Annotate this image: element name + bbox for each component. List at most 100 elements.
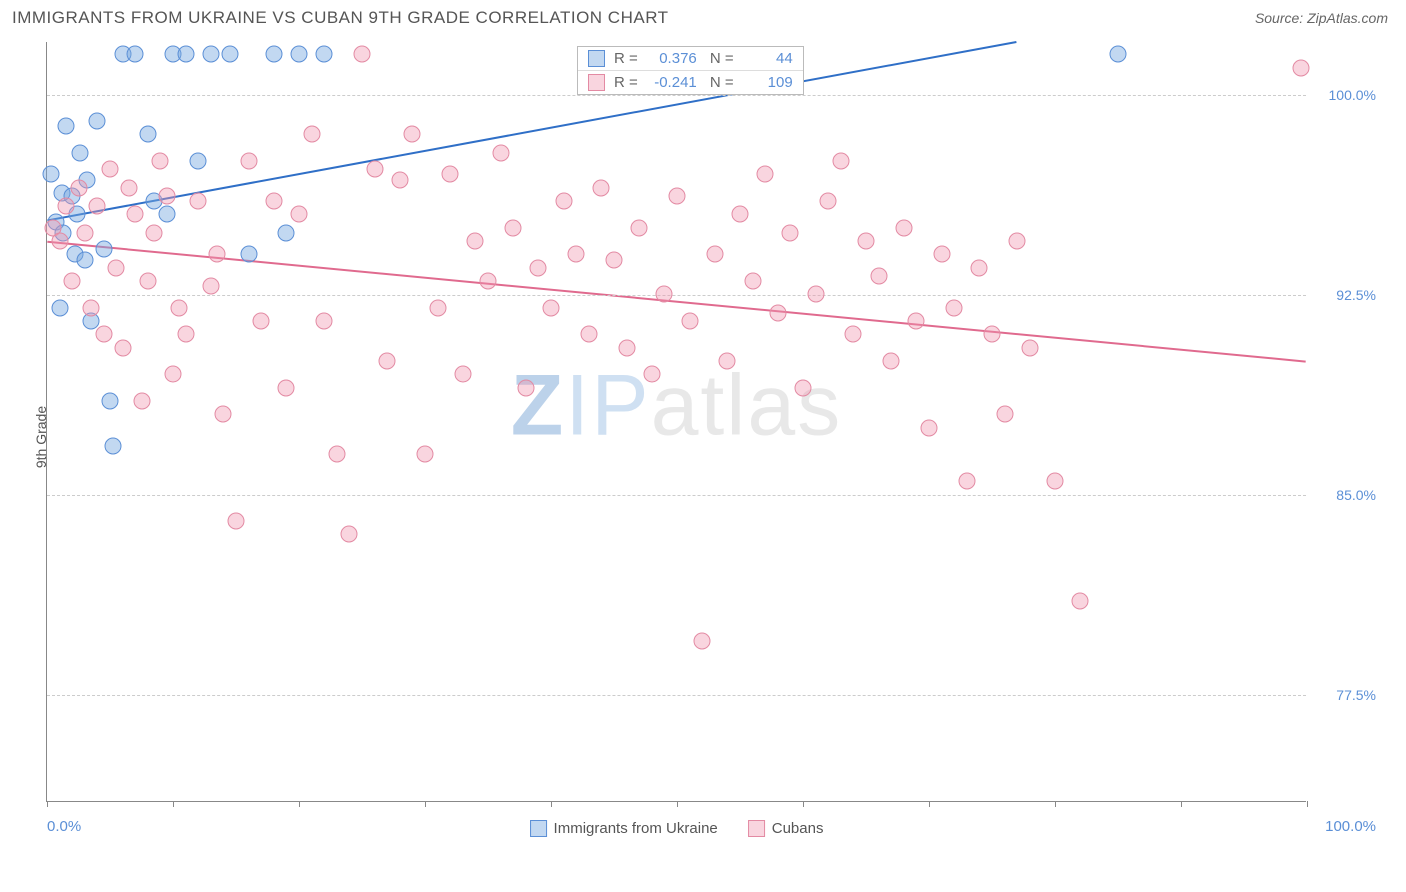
data-point-cubans	[681, 313, 698, 330]
data-point-cubans	[379, 353, 396, 370]
data-point-cubans	[51, 233, 68, 250]
data-point-cubans	[404, 126, 421, 143]
data-point-cubans	[127, 206, 144, 223]
data-point-cubans	[505, 219, 522, 236]
data-point-cubans	[580, 326, 597, 343]
gridline	[47, 495, 1306, 496]
legend-label-cubans: Cubans	[772, 820, 824, 837]
data-point-cubans	[606, 251, 623, 268]
data-point-cubans	[158, 187, 175, 204]
data-point-cubans	[139, 273, 156, 290]
data-point-ukraine	[57, 118, 74, 135]
data-point-cubans	[895, 219, 912, 236]
data-point-cubans	[870, 267, 887, 284]
data-point-cubans	[782, 225, 799, 242]
data-point-cubans	[102, 161, 119, 178]
data-point-cubans	[1072, 593, 1089, 610]
data-point-cubans	[76, 225, 93, 242]
n-value-cubans: 109	[743, 74, 793, 91]
gridline	[47, 295, 1306, 296]
data-point-cubans	[795, 379, 812, 396]
data-point-cubans	[328, 446, 345, 463]
stats-row-ukraine: R =0.376 N =44	[578, 47, 803, 70]
data-point-ukraine	[221, 46, 238, 63]
data-point-cubans	[64, 273, 81, 290]
data-point-ukraine	[139, 126, 156, 143]
data-point-ukraine	[102, 393, 119, 410]
data-point-cubans	[706, 246, 723, 263]
data-point-ukraine	[177, 46, 194, 63]
data-point-cubans	[769, 305, 786, 322]
data-point-cubans	[719, 353, 736, 370]
data-point-ukraine	[104, 438, 121, 455]
data-point-cubans	[429, 299, 446, 316]
legend-swatch-cubans	[748, 820, 765, 837]
data-point-cubans	[366, 161, 383, 178]
legend-item-cubans: Cubans	[748, 820, 824, 837]
data-point-cubans	[958, 473, 975, 490]
data-point-cubans	[291, 206, 308, 223]
legend-label-ukraine: Immigrants from Ukraine	[554, 820, 718, 837]
data-point-cubans	[171, 299, 188, 316]
data-point-cubans	[543, 299, 560, 316]
data-point-cubans	[190, 193, 207, 210]
x-tick	[677, 801, 678, 807]
trendline-cubans	[47, 242, 1305, 362]
x-tick	[173, 801, 174, 807]
data-point-cubans	[480, 273, 497, 290]
data-point-cubans	[341, 526, 358, 543]
data-point-cubans	[1009, 233, 1026, 250]
data-point-cubans	[492, 145, 509, 162]
data-point-cubans	[202, 278, 219, 295]
source-label: Source: ZipAtlas.com	[1255, 10, 1388, 26]
data-point-cubans	[89, 198, 106, 215]
data-point-ukraine	[291, 46, 308, 63]
y-axis-label: 9th Grade	[33, 406, 49, 468]
data-point-cubans	[1047, 473, 1064, 490]
data-point-cubans	[152, 153, 169, 170]
x-tick	[551, 801, 552, 807]
data-point-ukraine	[42, 166, 59, 183]
data-point-cubans	[618, 339, 635, 356]
r-value-ukraine: 0.376	[647, 50, 697, 67]
data-point-ukraine	[158, 206, 175, 223]
data-point-cubans	[845, 326, 862, 343]
data-point-cubans	[971, 259, 988, 276]
data-point-cubans	[568, 246, 585, 263]
x-tick	[299, 801, 300, 807]
y-tick-label: 100.0%	[1329, 87, 1376, 103]
data-point-cubans	[1292, 59, 1309, 76]
swatch-ukraine	[588, 50, 605, 67]
x-tick	[1181, 801, 1182, 807]
data-point-cubans	[593, 179, 610, 196]
data-point-cubans	[694, 633, 711, 650]
data-point-cubans	[820, 193, 837, 210]
data-point-cubans	[744, 273, 761, 290]
data-point-cubans	[984, 326, 1001, 343]
data-point-cubans	[108, 259, 125, 276]
data-point-ukraine	[190, 153, 207, 170]
data-point-cubans	[442, 166, 459, 183]
data-point-cubans	[996, 406, 1013, 423]
data-point-cubans	[832, 153, 849, 170]
data-point-cubans	[669, 187, 686, 204]
data-point-cubans	[555, 193, 572, 210]
data-point-cubans	[467, 233, 484, 250]
data-point-cubans	[417, 446, 434, 463]
correlation-stats-box: R =0.376 N =44R =-0.241 N =109	[577, 46, 804, 95]
data-point-ukraine	[278, 225, 295, 242]
data-point-ukraine	[265, 46, 282, 63]
data-point-ukraine	[1110, 46, 1127, 63]
data-point-cubans	[858, 233, 875, 250]
n-value-ukraine: 44	[743, 50, 793, 67]
data-point-cubans	[114, 339, 131, 356]
data-point-cubans	[316, 313, 333, 330]
data-point-cubans	[530, 259, 547, 276]
data-point-cubans	[253, 313, 270, 330]
data-point-cubans	[215, 406, 232, 423]
data-point-cubans	[354, 46, 371, 63]
data-point-cubans	[757, 166, 774, 183]
data-point-cubans	[921, 419, 938, 436]
legend-item-ukraine: Immigrants from Ukraine	[530, 820, 718, 837]
data-point-cubans	[177, 326, 194, 343]
